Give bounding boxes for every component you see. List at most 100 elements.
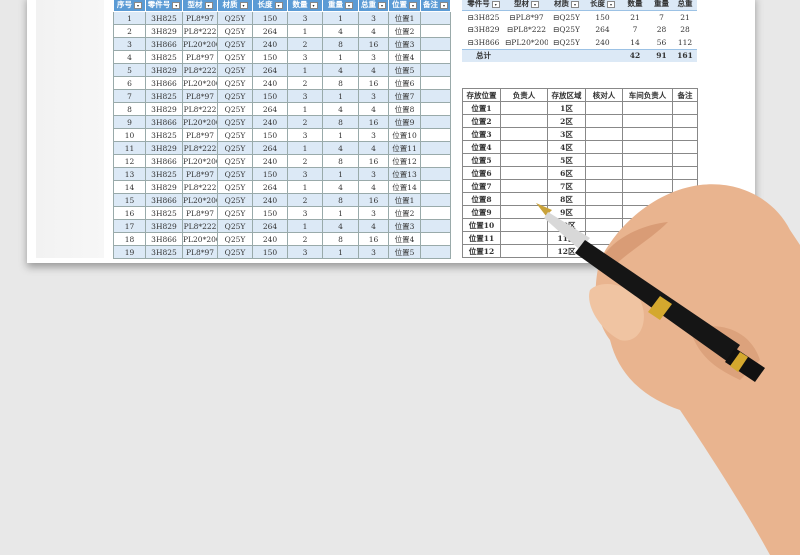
table-cell[interactable]: 4: [358, 141, 389, 155]
location-header[interactable]: 存放位置: [462, 88, 501, 102]
filter-dropdown-icon[interactable]: ▾: [491, 0, 500, 8]
table-cell[interactable]: Q25Y: [217, 37, 253, 51]
table-cell[interactable]: 3: [287, 245, 323, 259]
table-cell[interactable]: 3: [358, 245, 389, 259]
pivot-total-cell[interactable]: 总计: [462, 48, 505, 62]
table-cell[interactable]: 16: [358, 193, 389, 207]
table-cell[interactable]: PL8*222: [182, 141, 218, 155]
pivot-total-cell[interactable]: [585, 48, 620, 62]
table-cell[interactable]: 15: [113, 193, 146, 207]
filter-dropdown-icon[interactable]: ▾: [440, 1, 448, 9]
pivot-total-cell[interactable]: [505, 48, 548, 62]
table-cell[interactable]: 位置3: [388, 37, 421, 51]
pivot-cell[interactable]: 21: [630, 12, 640, 22]
column-header[interactable]: 型材 ▾: [182, 0, 218, 12]
pivot-cell[interactable]: 240: [595, 37, 610, 47]
table-cell[interactable]: 16: [358, 115, 389, 129]
pivot-cell[interactable]: 7: [659, 12, 664, 22]
column-header[interactable]: 总重 ▾: [358, 0, 389, 12]
filter-dropdown-icon[interactable]: ▾: [204, 1, 213, 9]
table-cell[interactable]: 264: [252, 219, 288, 233]
pivot-cell[interactable]: ⊟3H829: [467, 25, 500, 35]
filter-dropdown-icon[interactable]: ▾: [345, 1, 353, 9]
table-cell[interactable]: 3: [358, 167, 389, 181]
table-cell[interactable]: 7: [113, 89, 146, 103]
column-header[interactable]: 序号 ▾: [113, 0, 146, 12]
table-cell[interactable]: [420, 193, 451, 207]
pivot-cell[interactable]: 112: [677, 37, 693, 47]
table-cell[interactable]: 1: [322, 89, 359, 103]
table-cell[interactable]: [420, 245, 451, 259]
table-cell[interactable]: PL8*97: [182, 245, 218, 259]
pivot-cell[interactable]: 264: [595, 25, 610, 35]
table-cell[interactable]: 3H825: [145, 167, 183, 181]
pivot-total-cell[interactable]: [548, 48, 585, 62]
pivot-cell[interactable]: ⊟3H825: [467, 12, 500, 22]
filter-dropdown-icon[interactable]: ▾: [239, 1, 248, 9]
filter-dropdown-icon[interactable]: ▾: [607, 0, 615, 8]
table-cell[interactable]: [420, 167, 451, 181]
table-cell[interactable]: 3H825: [145, 11, 183, 25]
pivot-cell[interactable]: ⊟PL20*200: [505, 37, 548, 47]
table-cell[interactable]: 8: [322, 193, 359, 207]
filter-dropdown-icon[interactable]: ▾: [409, 1, 417, 9]
table-cell[interactable]: Q25Y: [217, 167, 253, 181]
table-cell[interactable]: 位置1: [388, 193, 421, 207]
pivot-cell[interactable]: ⊟Q25Y: [553, 12, 580, 22]
column-header[interactable]: 数量 ▾: [287, 0, 323, 12]
table-cell[interactable]: 150: [252, 245, 288, 259]
table-cell[interactable]: PL8*97: [182, 11, 218, 25]
location-header[interactable]: 车间负责人: [622, 88, 673, 102]
table-cell[interactable]: 1: [287, 63, 323, 77]
filter-dropdown-icon[interactable]: ▾: [274, 1, 283, 9]
pivot-cell[interactable]: ⊟3H866: [467, 37, 500, 47]
pivot-header[interactable]: 总重: [673, 0, 697, 11]
pivot-header[interactable]: 长度 ▾: [585, 0, 620, 11]
column-header[interactable]: 备注 ▾: [420, 0, 451, 12]
location-header[interactable]: 核对人: [585, 88, 623, 102]
table-cell[interactable]: 9: [113, 115, 146, 129]
table-cell[interactable]: 3: [358, 11, 389, 25]
table-cell[interactable]: 13: [113, 167, 146, 181]
table-cell[interactable]: 3H825: [145, 245, 183, 259]
table-cell[interactable]: [420, 11, 451, 25]
table-cell[interactable]: PL8*97: [182, 89, 218, 103]
table-cell[interactable]: 17: [113, 219, 146, 233]
pivot-header[interactable]: 零件号 ▾: [462, 0, 505, 11]
pivot-cell[interactable]: 56: [656, 37, 667, 47]
table-cell[interactable]: PL20*200: [182, 193, 218, 207]
table-cell[interactable]: PL8*222: [182, 63, 218, 77]
pivot-cell[interactable]: 21: [680, 12, 690, 22]
table-cell[interactable]: 1: [287, 219, 323, 233]
table-cell[interactable]: Q25Y: [217, 193, 253, 207]
table-cell[interactable]: 3: [113, 37, 146, 51]
pivot-header[interactable]: 数量: [620, 0, 650, 11]
column-header[interactable]: 位置 ▾: [388, 0, 421, 12]
pivot-cell[interactable]: ⊟Q25Y: [553, 37, 580, 47]
column-header[interactable]: 零件号 ▾: [145, 0, 183, 12]
table-cell[interactable]: PL8*97: [182, 167, 218, 181]
table-cell[interactable]: 1: [322, 245, 359, 259]
table-cell[interactable]: 位置5: [388, 245, 421, 259]
table-cell[interactable]: Q25Y: [217, 141, 253, 155]
table-cell[interactable]: 位置1: [388, 11, 421, 25]
pivot-header[interactable]: 材质 ▾: [548, 0, 585, 11]
pivot-header[interactable]: 重量: [650, 0, 673, 11]
pivot-cell[interactable]: 28: [680, 25, 690, 35]
column-header[interactable]: 材质 ▾: [217, 0, 253, 12]
table-cell[interactable]: 3H825: [145, 89, 183, 103]
filter-dropdown-icon[interactable]: ▾: [378, 1, 386, 9]
table-cell[interactable]: 3H829: [145, 141, 183, 155]
table-cell[interactable]: Q25Y: [217, 89, 253, 103]
pivot-cell[interactable]: 28: [656, 25, 667, 35]
table-cell[interactable]: [420, 115, 451, 129]
column-header[interactable]: 长度 ▾: [252, 0, 288, 12]
table-cell[interactable]: PL20*200: [182, 115, 218, 129]
table-cell[interactable]: [420, 219, 451, 233]
pivot-total-cell[interactable]: 91: [650, 48, 673, 62]
pivot-cell[interactable]: ⊟PL8*222: [506, 25, 547, 35]
pivot-cell[interactable]: ⊟PL8*97: [509, 12, 544, 22]
filter-dropdown-icon[interactable]: ▾: [531, 0, 539, 8]
table-cell[interactable]: 1: [113, 11, 146, 25]
table-cell[interactable]: PL8*222: [182, 219, 218, 233]
